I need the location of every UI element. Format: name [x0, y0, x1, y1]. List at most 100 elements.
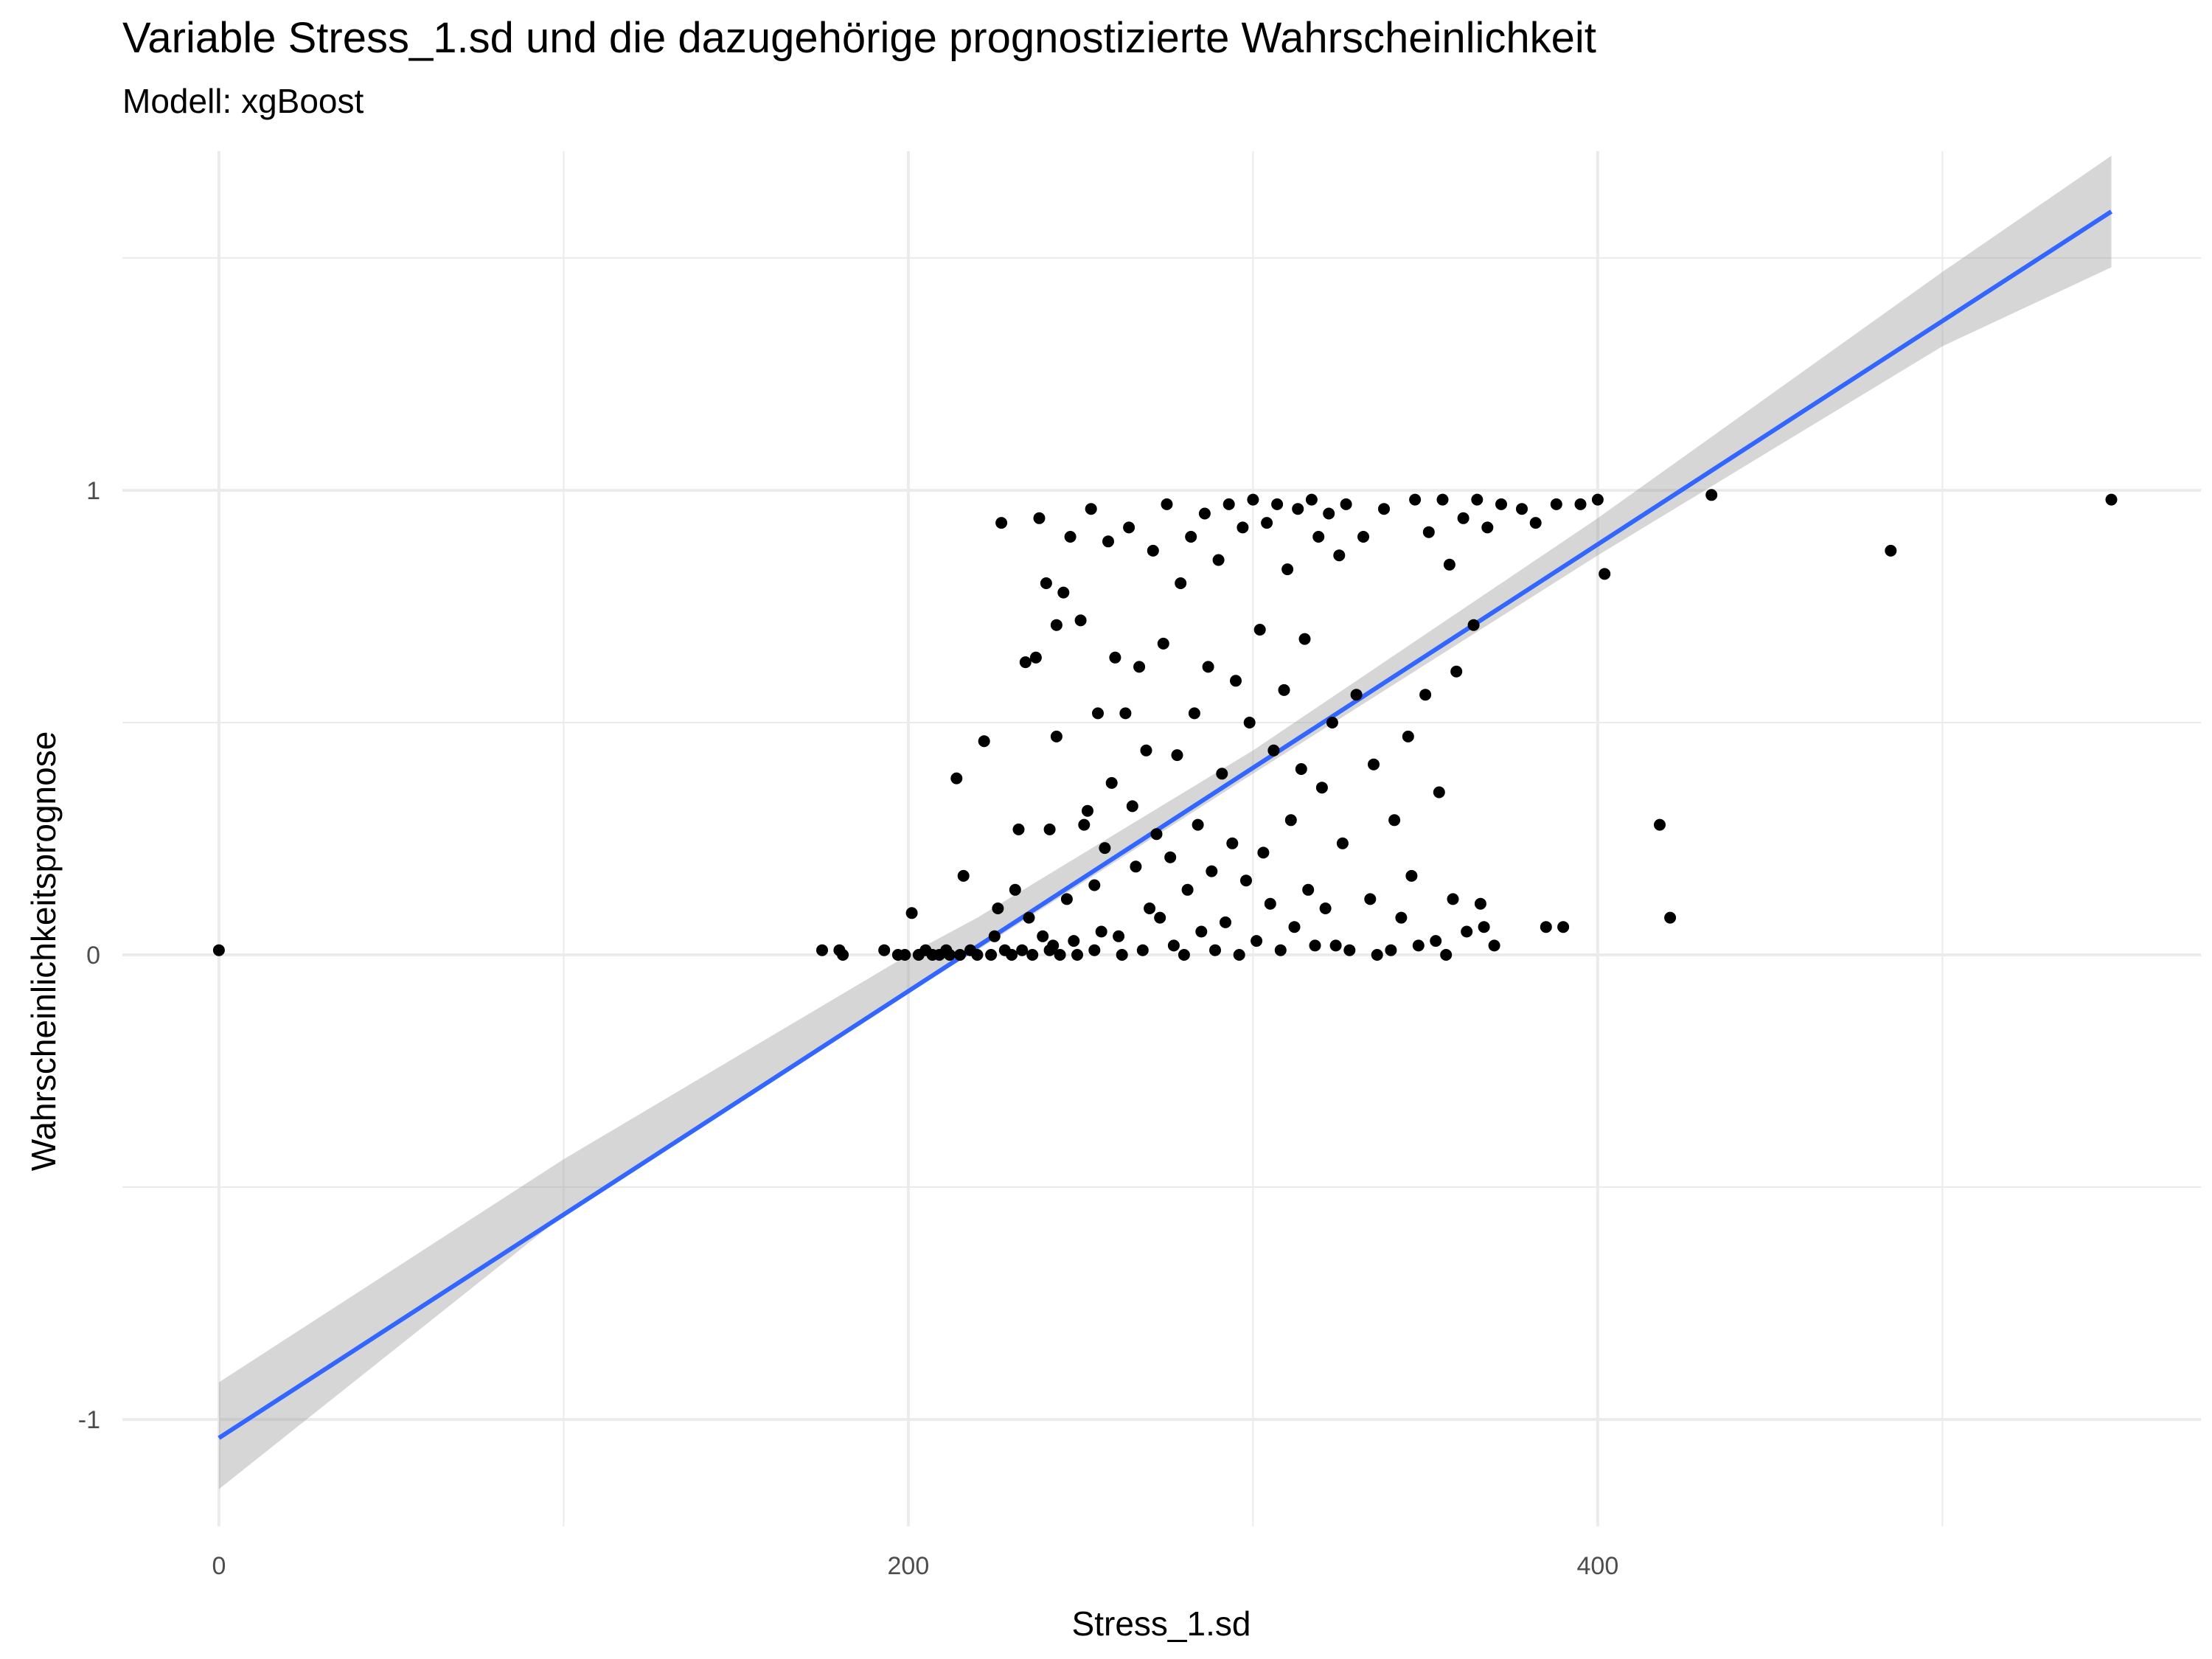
data-point [1085, 503, 1097, 515]
data-point [1237, 521, 1249, 534]
data-point [1113, 930, 1125, 942]
data-point [1130, 860, 1142, 873]
data-point [1175, 577, 1187, 589]
data-point [1157, 637, 1169, 650]
data-point [957, 869, 970, 882]
data-point [1043, 823, 1056, 835]
data-point [995, 517, 1008, 529]
major-gridlines [122, 151, 2201, 1526]
data-point [1240, 874, 1252, 887]
data-point [992, 902, 1004, 914]
data-point [1467, 619, 1480, 631]
data-point [1119, 707, 1132, 720]
data-point [1298, 633, 1311, 645]
data-point [1409, 493, 1422, 506]
data-point [1088, 879, 1101, 891]
data-point [1116, 949, 1128, 961]
data-point [1253, 624, 1266, 636]
data-point [1471, 493, 1484, 506]
data-point [1216, 768, 1228, 780]
data-point [1388, 814, 1401, 827]
data-point [2105, 493, 2118, 506]
data-point [1136, 944, 1149, 956]
data-point [1192, 818, 1204, 831]
data-point [1457, 512, 1470, 524]
data-point [1068, 935, 1080, 947]
data-point [1071, 949, 1083, 961]
data-point [1550, 498, 1562, 510]
data-point [1264, 897, 1276, 910]
data-point [1078, 818, 1091, 831]
data-point [1164, 851, 1177, 863]
data-point [1054, 949, 1066, 961]
data-point [1088, 944, 1101, 956]
data-point [950, 772, 963, 785]
data-point [1209, 944, 1221, 956]
data-point [1405, 869, 1418, 882]
data-point [1419, 689, 1432, 701]
data-point [1443, 558, 1455, 571]
data-point [1095, 925, 1107, 938]
data-point [1368, 758, 1380, 771]
data-point [1150, 828, 1163, 841]
data-point [1133, 661, 1146, 673]
x-axis-ticks: 0 200 400 [212, 1552, 1618, 1580]
data-point [1288, 921, 1301, 933]
data-point [1450, 665, 1463, 678]
x-tick-label: 200 [888, 1552, 930, 1580]
data-point [1064, 531, 1077, 543]
data-points [212, 489, 2118, 961]
data-point [1178, 949, 1190, 961]
data-point [1278, 684, 1290, 696]
data-point [1371, 949, 1383, 961]
data-point [1516, 503, 1528, 515]
data-point [1181, 883, 1194, 896]
y-tick-label: -1 [78, 1406, 100, 1434]
data-point [1461, 925, 1473, 938]
data-point [1206, 865, 1218, 877]
data-point [1654, 818, 1666, 831]
data-point [1082, 804, 1093, 817]
data-point [1333, 549, 1346, 562]
data-point [1329, 939, 1342, 952]
data-point [1340, 498, 1352, 510]
data-point [971, 949, 984, 961]
data-point [1012, 823, 1025, 835]
data-point [1233, 949, 1245, 961]
data-point [1099, 842, 1111, 855]
data-point [1488, 939, 1500, 952]
data-point [1226, 837, 1239, 849]
data-point [1430, 935, 1442, 947]
data-point [1312, 531, 1325, 543]
data-point [1481, 521, 1494, 534]
data-point [1267, 744, 1280, 757]
data-point [1126, 800, 1138, 813]
data-point [1402, 730, 1414, 742]
data-point [988, 930, 1001, 942]
data-point [1029, 651, 1042, 664]
data-point [1050, 619, 1062, 631]
data-point [1074, 614, 1087, 627]
data-point [1185, 531, 1197, 543]
data-point [1281, 563, 1294, 576]
data-point [1599, 568, 1611, 580]
data-point [1109, 651, 1121, 664]
data-point [1705, 489, 1718, 501]
data-point [1220, 916, 1231, 928]
data-point [1315, 782, 1328, 794]
y-axis-ticks: -1 0 1 [78, 477, 100, 1434]
minor-gridlines [122, 151, 2201, 1526]
data-point [1557, 921, 1570, 933]
data-point [1171, 749, 1183, 762]
data-point [837, 949, 849, 961]
data-point [1395, 911, 1408, 924]
data-point [1144, 902, 1156, 914]
data-point [1261, 517, 1273, 529]
data-point [1284, 814, 1297, 827]
data-point [1009, 883, 1021, 896]
data-point [1140, 744, 1152, 757]
data-point [1412, 939, 1425, 952]
data-point [1198, 507, 1211, 520]
x-tick-label: 0 [212, 1552, 226, 1580]
data-point [1247, 493, 1259, 506]
